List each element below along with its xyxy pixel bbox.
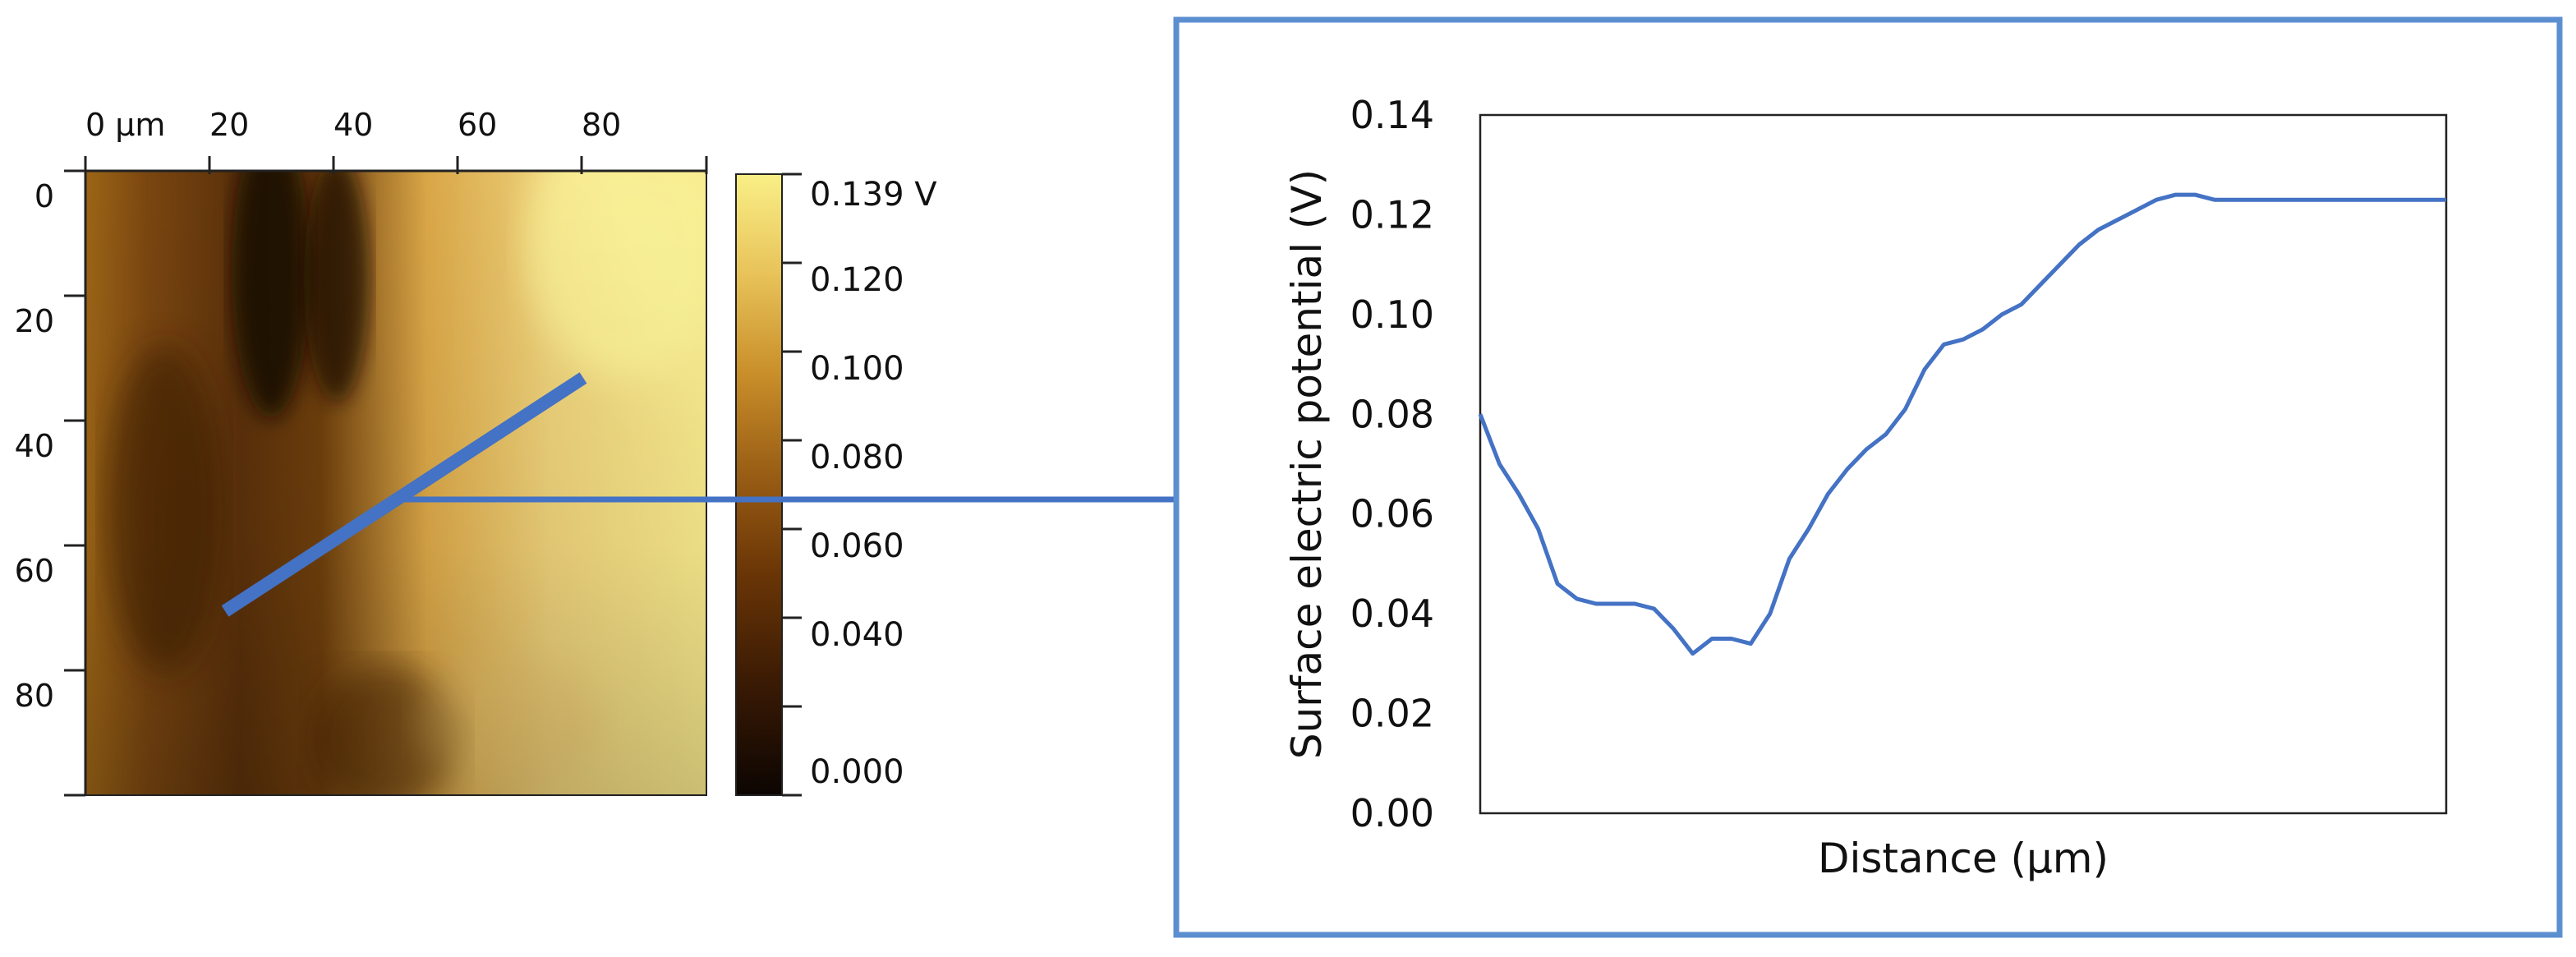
colorbar-label: 0.060	[810, 527, 904, 565]
colorbar-label: 0.080	[810, 439, 904, 476]
map-x-tick: 60	[458, 107, 497, 143]
y-tick-label: 0.14	[1350, 93, 1434, 137]
colorbar-label: 0.139 V	[810, 176, 937, 214]
colorbar-label: 0.100	[810, 350, 904, 388]
potential-map	[85, 170, 707, 796]
map-x-tick: 20	[209, 107, 249, 143]
colorbar: 0.139 V 0.120 0.100 0.080 0.060 0.040 0.…	[735, 173, 937, 797]
map-x-tick: 0 µm	[85, 107, 165, 143]
colorbar-label: 0.040	[810, 616, 904, 654]
y-tick-label: 0.10	[1350, 292, 1434, 337]
y-tick-label: 0.04	[1350, 591, 1434, 636]
map-y-tick: 60	[15, 553, 54, 589]
map-x-tick: 40	[334, 107, 373, 143]
map-y-tick: 80	[15, 678, 54, 714]
colorbar-label: 0.000	[810, 753, 904, 791]
y-tick-label: 0.02	[1350, 692, 1434, 736]
line-chart: 0.00 0.02 0.04 0.06 0.08 0.10 0.12 0.14 Distanc…	[1283, 93, 2448, 882]
map-y-tick: 40	[15, 428, 54, 464]
series-line	[1478, 192, 2446, 656]
map-y-tick: 0	[34, 178, 54, 214]
map-x-tick: 80	[582, 107, 621, 143]
map-y-tick: 20	[15, 303, 54, 339]
y-tick-label: 0.12	[1350, 192, 1434, 237]
y-tick-label: 0.08	[1350, 392, 1434, 436]
y-tick-label: 0.06	[1350, 492, 1434, 536]
profile-line	[221, 372, 587, 617]
colorbar-label: 0.120	[810, 261, 904, 299]
y-axis-label: Surface electric potential (V)	[1283, 169, 1331, 759]
chart-panel-border	[1173, 16, 2563, 938]
plot-area	[1479, 113, 2448, 815]
x-axis-label: Distance (µm)	[1818, 835, 2109, 882]
y-tick-label: 0.00	[1350, 791, 1434, 835]
map-axes	[64, 156, 708, 797]
